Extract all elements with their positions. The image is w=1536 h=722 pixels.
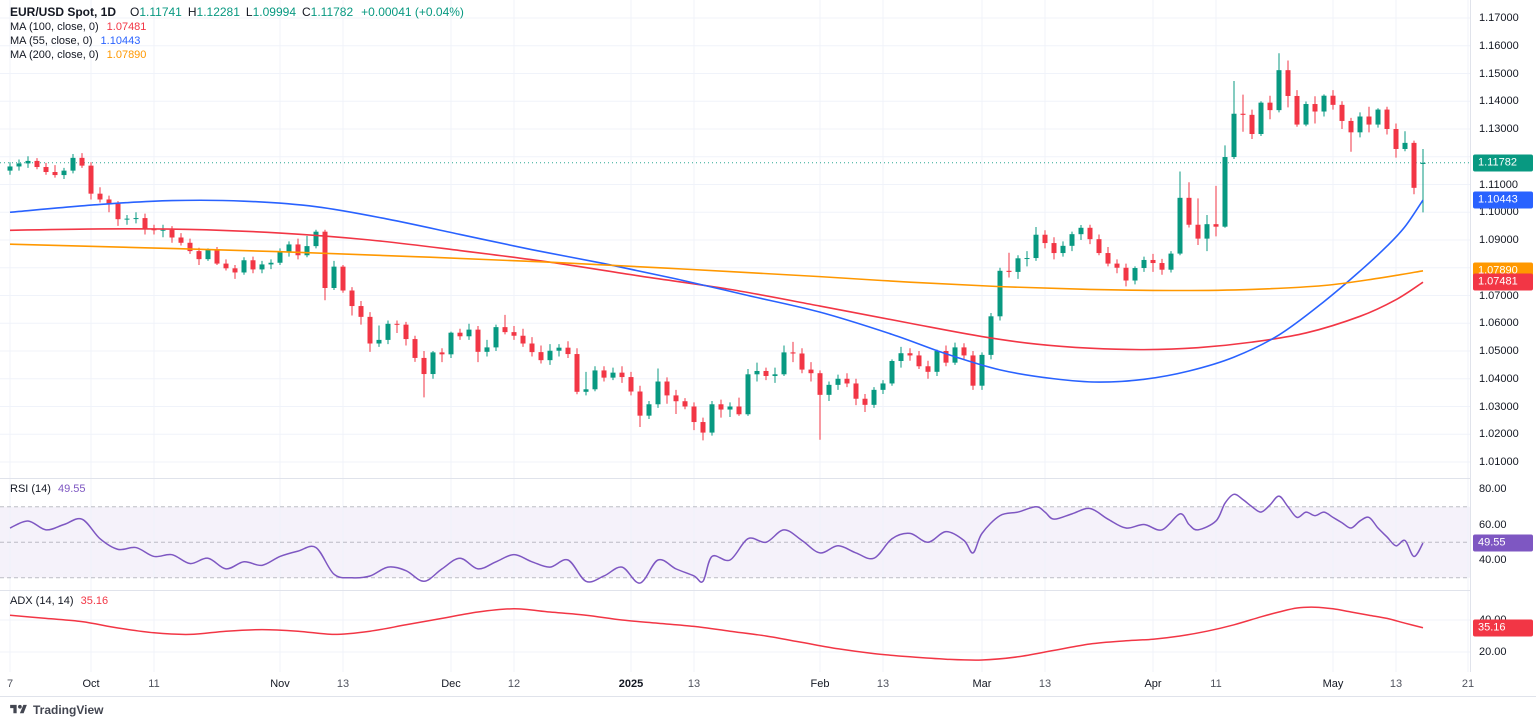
pane-separator[interactable] — [0, 590, 1536, 591]
axis-label: 40.00 — [1479, 554, 1507, 566]
rsi-axis-badge: 49.55 — [1473, 534, 1533, 552]
time-tick-Mar: Mar — [972, 678, 992, 690]
ohlc-close-value: 1.11782 — [310, 5, 354, 19]
ma-55-label: MA (55, close, 0) — [10, 35, 93, 47]
axis-label: 1.09000 — [1479, 234, 1519, 246]
rsi-pane-canvas[interactable] — [0, 478, 1470, 590]
adx-legend-row[interactable]: ADX (14, 14) 35.16 — [10, 595, 108, 607]
axis-label: 1.03000 — [1479, 400, 1519, 413]
symbol-legend-row[interactable]: EUR/USD Spot, 1D O1.11741 H1.12281 L1.09994… — [10, 5, 464, 19]
time-tick-13: 13 — [876, 678, 890, 690]
axis-label: 1.04000 — [1479, 372, 1519, 385]
price-axis-badge: 1.10443 — [1473, 191, 1533, 209]
price-pane-canvas[interactable] — [0, 0, 1470, 478]
axis-label: 1.06000 — [1479, 317, 1519, 330]
ohlc-close-label: C — [302, 5, 311, 19]
time-tick-7: 7 — [6, 678, 14, 690]
rsi-value: 49.55 — [57, 483, 86, 495]
time-tick-Oct: Oct — [82, 678, 100, 690]
rsi-line — [9, 493, 1424, 584]
candles — [7, 53, 1426, 441]
time-axis[interactable]: 7 Oct 11 Nov 13 Dec 12 2025 13 Feb 13 Mar 13 Apr 11 May… — [0, 672, 1536, 696]
axis-label: 1.05000 — [1479, 345, 1519, 357]
adx-value: 35.16 — [80, 595, 109, 607]
time-tick-21: 21 — [1461, 678, 1475, 690]
time-tick-Feb: Feb — [810, 678, 830, 690]
axis-label: 60.00 — [1479, 518, 1507, 531]
ma-100-legend-row[interactable]: MA (100, close, 0) 1.07481 — [10, 19, 464, 33]
ma-200-legend-row[interactable]: MA (200, close, 0) 1.07890 — [10, 47, 464, 61]
axis-label: 1.17000 — [1479, 12, 1519, 24]
ma-200-label: MA (200, close, 0) — [10, 49, 99, 61]
axis-label: 1.11000 — [1479, 178, 1518, 191]
ohlc-low-value: 1.09994 — [252, 5, 296, 19]
time-tick-Apr: Apr — [1144, 678, 1162, 690]
footer-bar: TradingView — [0, 696, 1536, 722]
axis-label: 1.15000 — [1479, 67, 1519, 80]
price-axis-badge: 1.07481 — [1473, 273, 1533, 291]
axis-label: 1.14000 — [1479, 95, 1519, 108]
axis-label: 1.10000 — [1479, 206, 1519, 219]
ohlc-open-label: O — [130, 5, 140, 19]
change-value: +0.00041 (+0.04%) — [361, 5, 464, 19]
axis-label: 1.16000 — [1479, 39, 1519, 52]
adx-axis-badge: 35.16 — [1473, 619, 1533, 637]
price-axis[interactable]: 1.17000 1.16000 1.15000 1.14000 1.13000 1.110… — [1470, 0, 1536, 672]
ma-100-label: MA (100, close, 0) — [10, 21, 99, 33]
adx-label: ADX (14, 14) — [10, 595, 74, 607]
time-tick-13: 13 — [336, 678, 350, 690]
pane-separator[interactable] — [0, 478, 1536, 479]
rsi-label: RSI (14) — [10, 483, 51, 495]
axis-label: 1.02000 — [1479, 428, 1519, 441]
ma-55-value: 1.10443 — [100, 35, 141, 47]
time-tick-13: 13 — [687, 678, 701, 690]
ohlc-high-label: H — [187, 5, 197, 19]
time-tick-May: May — [1322, 678, 1344, 690]
time-tick-11: 11 — [148, 678, 160, 690]
axis-label: 80.00 — [1479, 483, 1507, 495]
symbol-title: EUR/USD Spot, 1D — [10, 5, 117, 19]
ma-55-legend-row[interactable]: MA (55, close, 0) 1.10443 — [10, 33, 464, 47]
ohlc-open-value: 1.11741 — [139, 5, 182, 19]
tradingview-logo-icon[interactable] — [10, 703, 27, 716]
ma-55-line — [9, 199, 1424, 383]
time-tick-13: 13 — [1038, 678, 1052, 690]
axis-label: 1.07000 — [1479, 289, 1519, 302]
ohlc-low-label: L — [245, 5, 253, 19]
tradingview-brand-text[interactable]: TradingView — [33, 702, 104, 717]
rsi-legend-row[interactable]: RSI (14) 49.55 — [10, 483, 86, 495]
ma-100-value: 1.07481 — [106, 21, 147, 33]
axis-label: 1.01000 — [1479, 456, 1519, 468]
time-tick-2025: 2025 — [618, 678, 644, 690]
adx-line — [9, 606, 1424, 661]
ma-200-value: 1.07890 — [106, 49, 147, 61]
axis-label: 1.13000 — [1479, 123, 1519, 135]
time-tick-12: 12 — [507, 678, 521, 690]
axis-label: 20.00 — [1479, 646, 1507, 658]
ma-200-line — [9, 243, 1424, 292]
time-tick-13: 13 — [1389, 678, 1403, 690]
adx-pane-canvas[interactable] — [0, 590, 1470, 672]
chart-legend: EUR/USD Spot, 1D O1.11741 H1.12281 L1.09994… — [10, 5, 464, 61]
time-tick-Dec: Dec — [441, 678, 461, 690]
price-axis-badge: 1.11782 — [1473, 154, 1533, 172]
ma-100-line — [9, 228, 1424, 351]
time-tick-11: 11 — [1210, 678, 1222, 690]
time-tick-Nov: Nov — [270, 678, 290, 690]
ohlc-high-value: 1.12281 — [196, 5, 240, 19]
